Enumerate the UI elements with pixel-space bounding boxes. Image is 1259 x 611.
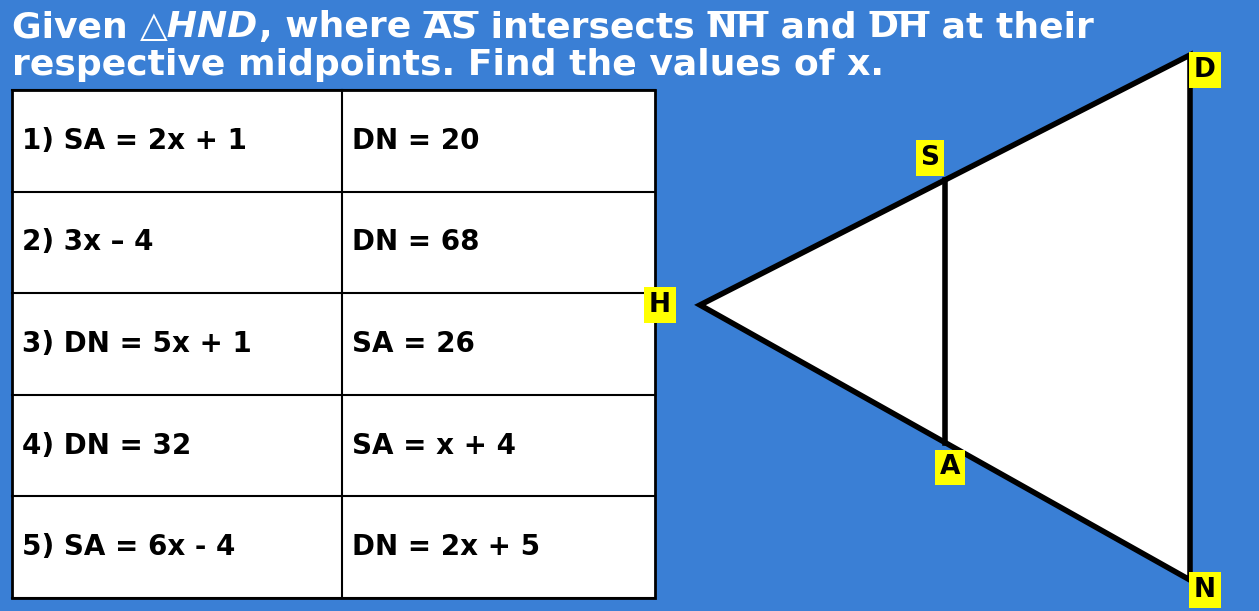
Text: , where: , where: [258, 10, 423, 44]
Text: DH: DH: [869, 10, 929, 44]
Text: NH: NH: [708, 10, 768, 44]
Text: 1) SA = 2x + 1: 1) SA = 2x + 1: [21, 127, 247, 155]
Bar: [13, 90, 655, 598]
Text: respective midpoints. Find the values of x.: respective midpoints. Find the values of…: [13, 48, 884, 82]
Text: S: S: [920, 145, 939, 171]
Text: △HND: △HND: [140, 10, 258, 44]
Text: A: A: [939, 455, 961, 480]
Text: 4) DN = 32: 4) DN = 32: [21, 431, 191, 459]
Text: at their: at their: [929, 10, 1094, 44]
Text: D: D: [1194, 57, 1216, 83]
Text: N: N: [1194, 577, 1216, 603]
Text: SA = 26: SA = 26: [353, 330, 475, 358]
Text: intersects: intersects: [477, 10, 708, 44]
Text: 2) 3x – 4: 2) 3x – 4: [21, 229, 154, 257]
Text: 5) SA = 6x - 4: 5) SA = 6x - 4: [21, 533, 235, 561]
Text: DN = 2x + 5: DN = 2x + 5: [353, 533, 540, 561]
Text: DN = 20: DN = 20: [353, 127, 480, 155]
Text: DN = 68: DN = 68: [353, 229, 480, 257]
Text: and: and: [768, 10, 869, 44]
Polygon shape: [700, 55, 1190, 580]
Text: Given: Given: [13, 10, 140, 44]
Text: AS: AS: [423, 10, 477, 44]
Text: SA = x + 4: SA = x + 4: [353, 431, 516, 459]
Text: H: H: [648, 292, 671, 318]
Text: 3) DN = 5x + 1: 3) DN = 5x + 1: [21, 330, 252, 358]
